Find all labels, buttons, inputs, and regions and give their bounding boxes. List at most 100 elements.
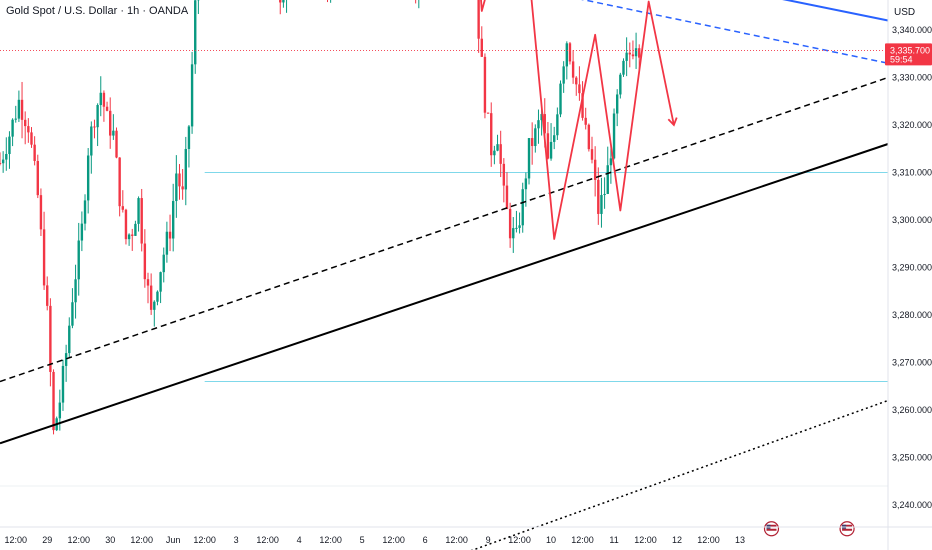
- candle-body: [499, 144, 502, 164]
- candle-body: [46, 285, 49, 306]
- candle-body: [556, 114, 559, 136]
- candle-body: [27, 126, 30, 133]
- candle-body: [80, 223, 84, 241]
- candle-body: [14, 118, 17, 120]
- descending-resistance-trendline[interactable]: [0, 0, 889, 22]
- candle-body: [194, 0, 197, 65]
- candle-body: [584, 117, 587, 125]
- candle-body: [515, 227, 518, 229]
- y-tick-label: 3,250.000: [892, 453, 932, 463]
- candle-body: [178, 173, 181, 187]
- candle-body: [102, 92, 106, 107]
- candle-body: [0, 163, 2, 164]
- candle-body: [524, 178, 528, 190]
- x-tick-label: 12:00: [508, 535, 531, 545]
- candle-body: [1, 159, 5, 164]
- y-tick-label: 3,270.000: [892, 358, 932, 368]
- candle-body: [146, 279, 150, 286]
- candle-body: [600, 195, 603, 214]
- chart-title: Gold Spot / U.S. Dollar · 1h · OANDA: [6, 5, 189, 17]
- current-price-tag[interactable]: [885, 43, 932, 66]
- candle-body: [64, 353, 68, 366]
- candle-body: [159, 272, 162, 292]
- x-tick-label: 29: [42, 535, 52, 545]
- x-tick-label: 4: [297, 535, 302, 545]
- x-tick-label: 12:00: [445, 535, 468, 545]
- candle-body: [505, 185, 509, 209]
- projection-path[interactable]: [463, 0, 675, 240]
- y-tick-label: 3,310.000: [892, 168, 932, 178]
- x-tick-label: 13: [735, 535, 745, 545]
- candle-body: [115, 130, 118, 158]
- candle-body: [593, 159, 597, 180]
- ascending-dotted-trendline[interactable]: [466, 399, 889, 550]
- candle-body: [83, 200, 87, 224]
- y-tick-label: 3,330.000: [892, 73, 932, 83]
- projection-arrowhead: [667, 117, 678, 127]
- x-tick-label: 12:00: [193, 535, 216, 545]
- candle-body: [612, 113, 616, 159]
- x-tick-label: 12:00: [382, 535, 405, 545]
- candle-body: [518, 225, 521, 228]
- ascending-support-trendline[interactable]: [0, 143, 889, 445]
- current-price-label: 3,335.700: [890, 45, 930, 55]
- candle-body: [622, 60, 625, 75]
- candle-body: [549, 141, 553, 159]
- candle-body: [512, 228, 515, 239]
- candle-body: [5, 154, 8, 160]
- y-tick-label: 3,290.000: [892, 263, 932, 273]
- candle-body: [131, 234, 134, 236]
- candle-body: [190, 64, 194, 127]
- y-tick-label: 3,240.000: [892, 500, 932, 510]
- us-flag-icon[interactable]: [839, 521, 855, 537]
- candle-body: [625, 52, 628, 61]
- ascending-dashed-trendline[interactable]: [0, 76, 889, 383]
- x-tick-label: 11: [609, 535, 618, 545]
- candle-body: [638, 48, 641, 58]
- x-tick-label: 12:00: [571, 535, 594, 545]
- candle-body: [634, 48, 638, 57]
- candle-body: [74, 279, 77, 303]
- y-tick-label: 3,280.000: [892, 310, 932, 320]
- us-flag-icon[interactable]: [763, 521, 780, 537]
- candle-body: [537, 120, 540, 129]
- currency-label[interactable]: USD: [894, 7, 916, 18]
- candle-body: [546, 133, 550, 159]
- candle-body: [609, 158, 613, 166]
- x-tick-label: 12:00: [319, 535, 342, 545]
- candle-body: [587, 124, 591, 150]
- candle-body: [149, 285, 153, 310]
- candle-body: [502, 163, 506, 186]
- candle-body: [282, 0, 285, 3]
- candle-body: [171, 201, 175, 239]
- candle-body: [496, 144, 499, 151]
- candle-body: [527, 138, 531, 179]
- candle-body: [543, 114, 546, 134]
- x-tick-label: 5: [360, 535, 365, 545]
- candle-body: [181, 186, 184, 190]
- candle-body: [90, 126, 93, 156]
- x-tick-label: 30: [105, 535, 115, 545]
- candle-body: [530, 138, 534, 147]
- candle-body: [68, 325, 71, 354]
- x-tick-label: 12: [672, 535, 682, 545]
- descending-resistance-midline-trendline[interactable]: [0, 0, 889, 64]
- flag-stripe: [766, 524, 777, 527]
- x-tick-label: 12:00: [4, 535, 27, 545]
- candle-body: [162, 254, 165, 273]
- x-tick-label: 3: [234, 535, 239, 545]
- x-tick-label: 12:00: [697, 535, 720, 545]
- candle-body: [568, 43, 572, 62]
- x-tick-label: 12:00: [130, 535, 153, 545]
- candle-body: [137, 198, 140, 224]
- candle-body: [118, 157, 121, 207]
- flag-stripe: [842, 528, 853, 531]
- candle-body: [581, 93, 584, 118]
- candle-body: [127, 234, 131, 240]
- bar-countdown-label: 59:54: [890, 54, 913, 64]
- x-tick-label: 6: [423, 535, 428, 545]
- candle-body: [143, 243, 147, 280]
- candle-body: [490, 113, 493, 156]
- candle-body: [603, 193, 606, 196]
